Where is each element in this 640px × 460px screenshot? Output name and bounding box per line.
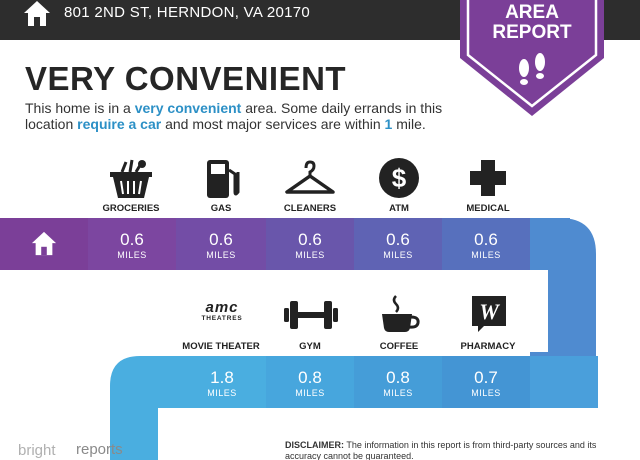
label-gym: GYM xyxy=(299,341,321,352)
svg-text:W: W xyxy=(479,299,500,324)
distance-cleaners: 0.6 MILES xyxy=(266,218,354,270)
label-coffee: COFFEE xyxy=(379,341,419,352)
disclaimer: DISCLAIMER: The information in this repo… xyxy=(285,440,597,460)
label-pharmacy: PHARMACY xyxy=(460,341,516,352)
hanger-icon xyxy=(285,160,335,194)
home-cell xyxy=(0,218,88,270)
svg-text:$: $ xyxy=(392,163,407,193)
distance-movie-theater: 1.8 MILES xyxy=(178,356,266,408)
dumbbell-icon xyxy=(284,301,338,329)
brand-logo-left: bright xyxy=(18,442,56,459)
badge-line1: AREA xyxy=(505,2,559,23)
label-movie-theater: MOVIE THEATER xyxy=(182,341,260,352)
footprints-icon xyxy=(519,53,545,85)
description-line1: This home is in a very convenient area. … xyxy=(25,100,443,116)
amc-theatres-logo: amc THEATRES xyxy=(201,299,243,322)
gas-pump-icon xyxy=(207,160,240,198)
home-icon xyxy=(31,231,57,256)
distance-medical: 0.6 MILES xyxy=(442,218,530,270)
coffee-cup-icon xyxy=(382,295,420,332)
page-title: VERY CONVENIENT xyxy=(25,60,347,97)
distance-pharmacy: 0.7 MILES xyxy=(442,356,530,408)
area-report-badge xyxy=(460,0,604,116)
dollar-icon: $ xyxy=(379,158,419,198)
label-cleaners: CLEANERS xyxy=(283,203,337,214)
distance-gas: 0.6 MILES xyxy=(176,218,266,270)
home-icon xyxy=(24,1,50,26)
distance-atm: 0.6 MILES xyxy=(354,218,442,270)
distance-gym: 0.8 MILES xyxy=(266,356,354,408)
grocery-basket-icon xyxy=(110,159,152,198)
label-medical: MEDICAL xyxy=(466,203,510,214)
walgreens-logo: W xyxy=(472,296,506,332)
label-groceries: GROCERIES xyxy=(102,203,160,214)
distance-coffee: 0.8 MILES xyxy=(354,356,442,408)
distance-groceries: 0.6 MILES xyxy=(88,218,176,270)
badge-line2: REPORT xyxy=(492,22,572,43)
label-gas: GAS xyxy=(210,203,232,214)
label-atm: ATM xyxy=(389,203,409,214)
property-address: 801 2ND ST, HERNDON, VA 20170 xyxy=(64,4,311,21)
brand-logo-right: reports xyxy=(76,441,123,458)
medical-cross-icon xyxy=(470,160,506,196)
description-line2: location require a car and most major se… xyxy=(25,116,426,132)
